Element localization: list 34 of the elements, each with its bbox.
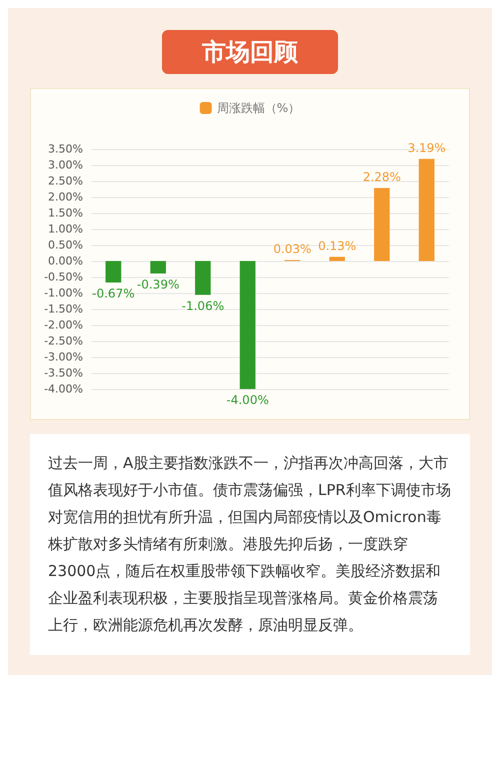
y-tick-label: -1.00% [44,286,83,300]
y-tick-label: 2.50% [48,174,83,188]
data-label: -0.67% [92,286,135,300]
y-tick-label: 2.00% [48,190,83,204]
legend-label: 周涨跌幅（%） [216,101,300,115]
y-tick-label: 3.50% [48,142,83,156]
data-label: -4.00% [226,393,269,407]
bar [106,261,122,282]
y-tick-label: -3.00% [44,350,83,364]
data-label: -1.06% [182,298,224,313]
y-tick-label: 1.50% [48,206,83,220]
y-tick-label: -2.50% [44,334,83,348]
chart-title: 市场回顾 [162,30,338,74]
y-tick-label: -3.50% [44,366,83,380]
y-tick-label: 0.50% [48,238,83,252]
y-tick-label: -4.00% [44,382,83,396]
y-tick-label: 0.00% [48,254,83,268]
bar [374,188,390,261]
bar [150,261,166,274]
data-label: 0.03% [273,242,312,256]
data-label: -0.39% [136,277,180,292]
data-label: 3.19% [408,140,446,155]
y-tick-label: 3.00% [48,158,83,172]
bar [195,261,211,295]
data-label: 0.13% [318,238,356,253]
y-tick-label: 1.00% [48,222,83,236]
y-tick-label: -2.00% [44,318,83,332]
y-tick-label: -0.50% [44,270,83,284]
bar [418,158,434,261]
y-tick-label: -1.50% [44,302,83,316]
data-label: 2.28% [362,170,401,184]
bar [329,256,345,261]
text: 过去一周，A股主要指数涨跌不一，沪指再次冲高回落，大市值风格表现好于小市值。债市震荡偏强，LPR利率下调使市场对宽信用的担忧有所升温，但国内局部疫情以及Omicron毒株扩散对多头情绪有所刺激。港股先抑后扬，一度跌穿23000点，随后在权重股带领下跌幅收窄。美股经济数据和企业盈利表现积极，主要股指呈现普涨格局。黄金价格震荡上行，欧洲能源危机再次发酵，原油明显反弹。 [48,453,452,636]
bar [240,261,256,389]
